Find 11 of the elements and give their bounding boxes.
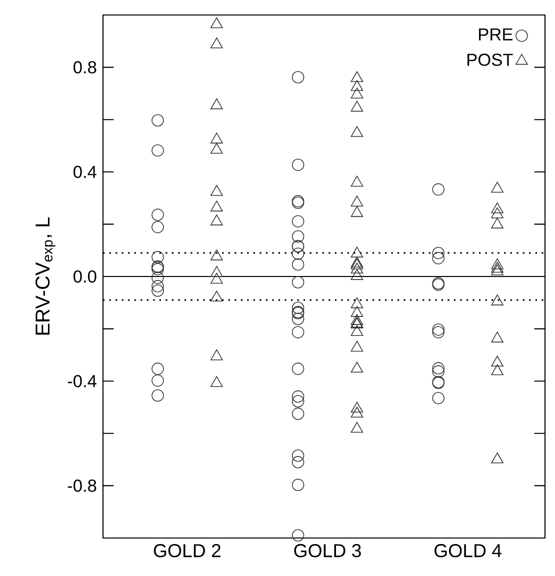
x-tick-label: GOLD 2 [154, 544, 220, 558]
x-tick-label: GOLD 4 [434, 544, 502, 558]
y-axis-title: ERV-CV$_{exp}$, L [36, 217, 56, 335]
y-tick-label: 0.4 [74, 166, 96, 178]
y-tick-label: -0.4 [68, 374, 96, 388]
x-tick-label: GOLD 3 [294, 544, 361, 558]
y-tick-label: -0.8 [68, 480, 96, 492]
legend-label: PRE [479, 28, 513, 40]
y-tick-label: 0.0 [74, 270, 96, 283]
legend-label: POST [467, 54, 513, 66]
y-tick-label: 0.8 [74, 61, 96, 74]
